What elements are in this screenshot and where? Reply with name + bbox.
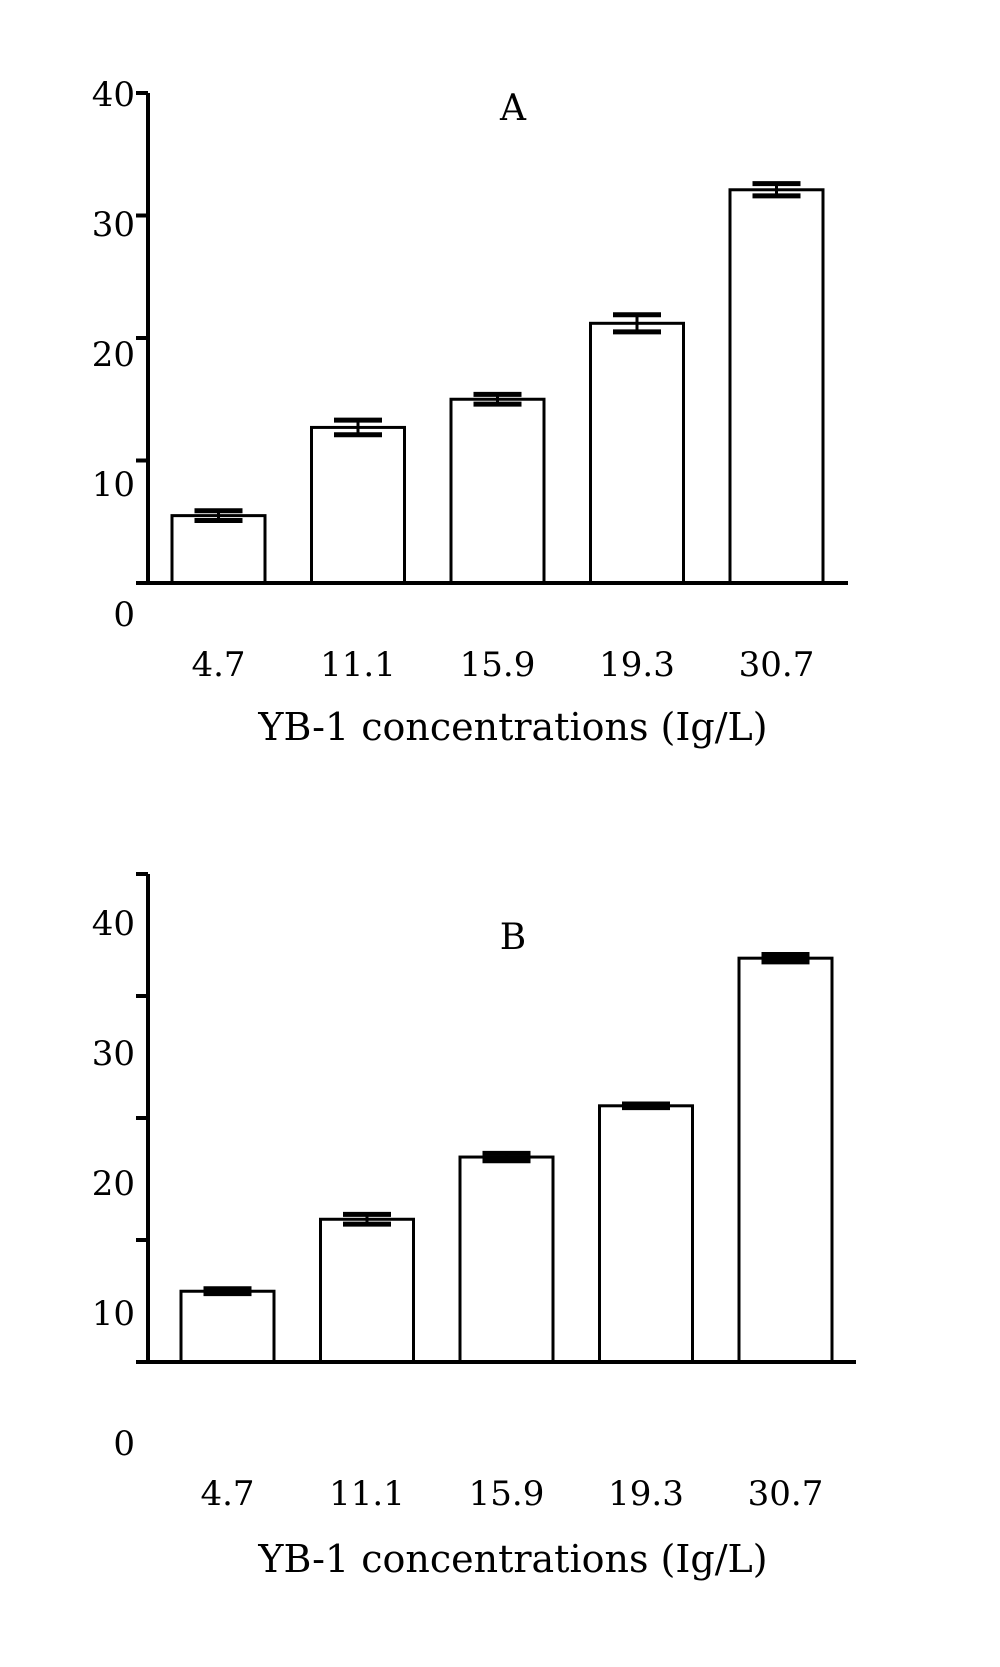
error-bar [752, 181, 801, 199]
error-bar [203, 1286, 252, 1297]
chart-title: A [499, 88, 527, 129]
error-bar [613, 312, 661, 335]
bar [728, 188, 825, 585]
error-bar [622, 1101, 670, 1111]
x-tick-labels: 4.7 11.1 15.9 19.3 30.7 [191, 645, 814, 685]
bar [589, 321, 685, 585]
bar [737, 956, 834, 1364]
x-tick-label: 11.1 [329, 1474, 405, 1514]
error-bar [482, 1150, 531, 1164]
y-tick-label: 0 [113, 595, 135, 635]
bar [179, 1289, 276, 1364]
chart-panel-b: 0 10 20 30 40 B 4.7 11.1 15.9 19.3 30.7 … [92, 872, 856, 1581]
error-bar [343, 1211, 391, 1227]
bar [310, 425, 406, 585]
x-tick-label: 19.3 [599, 645, 675, 685]
error-bar [334, 417, 382, 438]
y-tick-labels: 0 10 20 30 40 [92, 904, 135, 1464]
x-tick-label: 19.3 [608, 1474, 684, 1514]
y-tick-label: 40 [92, 75, 135, 115]
x-tick-label: 15.9 [469, 1474, 545, 1514]
x-tick-label: 4.7 [200, 1474, 254, 1514]
y-tick-label: 10 [92, 465, 135, 505]
y-tick-label: 0 [113, 1424, 135, 1464]
x-axis-title: YB-1 concentrations (Ig/L) [257, 1537, 767, 1581]
y-tick-label: 40 [92, 904, 135, 944]
x-tick-labels: 4.7 11.1 15.9 19.3 30.7 [200, 1474, 823, 1514]
y-tick-label: 30 [92, 1034, 135, 1074]
x-tick-label: 15.9 [460, 645, 536, 685]
y-tick-label: 30 [92, 205, 135, 245]
x-tick-label: 4.7 [191, 645, 245, 685]
x-tick-label: 11.1 [320, 645, 396, 685]
chart-panel-a: 0 10 20 30 40 A 4.7 11.1 15.9 19.3 30.7 … [92, 75, 848, 749]
y-tick-label: 20 [92, 335, 135, 375]
x-tick-label: 30.7 [739, 645, 815, 685]
y-tick-labels: 0 10 20 30 40 [92, 75, 135, 635]
x-tick-label: 30.7 [748, 1474, 824, 1514]
error-bar [194, 508, 243, 524]
bar [170, 514, 267, 585]
error-bar [473, 391, 522, 407]
bar [319, 1217, 415, 1364]
x-axis-title: YB-1 concentrations (Ig/L) [257, 705, 767, 749]
bar [458, 1155, 555, 1364]
y-tick-label: 10 [92, 1294, 135, 1334]
y-tick-label: 20 [92, 1164, 135, 1204]
bar [598, 1104, 694, 1364]
chart-title: B [500, 917, 526, 958]
error-bar [761, 952, 810, 965]
bar [449, 397, 546, 585]
